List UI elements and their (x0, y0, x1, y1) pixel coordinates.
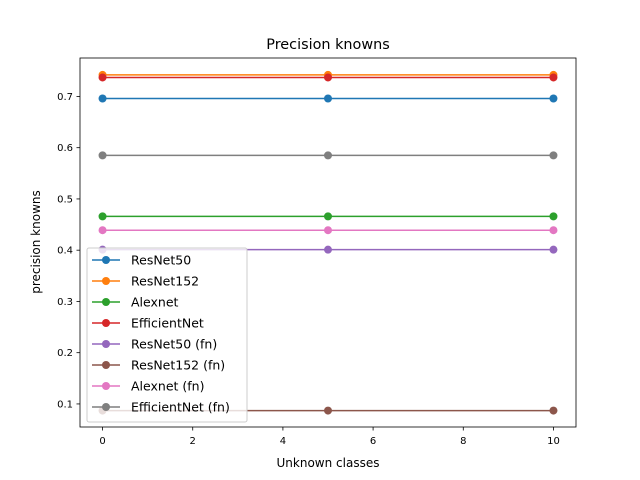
data-point (98, 73, 107, 82)
series-7 (98, 151, 558, 160)
legend-marker (102, 277, 110, 285)
legend-item: ResNet50 (92, 253, 191, 268)
legend-label: Alexnet (131, 295, 179, 310)
legend-label: ResNet152 (131, 274, 199, 289)
legend-label: EfficientNet (131, 316, 204, 331)
data-point (98, 226, 107, 235)
data-point (324, 94, 332, 103)
legend-item: EfficientNet (92, 316, 204, 331)
data-point (98, 151, 107, 160)
legend-item: Alexnet (fn) (92, 379, 204, 394)
plot-frame (79, 57, 577, 428)
data-point (549, 245, 558, 254)
y-tick-label: 0.4 (57, 246, 73, 257)
y-tick-label: 0.5 (57, 194, 73, 205)
data-point (549, 73, 558, 82)
y-tick-label: 0.2 (57, 348, 73, 359)
legend-item: ResNet50 (fn) (92, 337, 217, 352)
data-point (98, 94, 107, 103)
series-0 (98, 94, 558, 103)
x-tick-label: 4 (280, 436, 286, 447)
legend-box (86, 247, 248, 423)
data-point (324, 151, 332, 160)
legend-label: ResNet50 (fn) (131, 337, 217, 352)
legend-marker (102, 256, 110, 264)
y-axis-label: precision knowns (29, 190, 43, 294)
series-2 (98, 212, 558, 221)
y-tick-label: 0.7 (57, 92, 73, 103)
data-point (324, 406, 332, 415)
x-tick-label: 10 (547, 436, 560, 447)
legend-marker (102, 382, 110, 390)
legend-item: Alexnet (92, 295, 179, 310)
legend-item: ResNet152 (92, 274, 199, 289)
data-point (549, 226, 558, 235)
legend-marker (102, 319, 110, 327)
data-point (549, 94, 558, 103)
legend-label: Alexnet (fn) (131, 379, 204, 394)
series-3 (98, 73, 558, 82)
x-axis-label: Unknown classes (277, 456, 380, 470)
x-tick-label: 8 (460, 436, 466, 447)
y-tick-label: 0.1 (57, 399, 73, 410)
legend-label: EfficientNet (fn) (131, 400, 230, 415)
data-point (549, 406, 558, 415)
y-tick-label: 0.6 (57, 143, 73, 154)
data-point (324, 245, 332, 254)
legend-marker (102, 298, 110, 306)
data-point (549, 212, 558, 221)
data-point (324, 226, 332, 235)
legend-item: EfficientNet (fn) (92, 400, 230, 415)
data-point (549, 151, 558, 160)
legend-marker (102, 403, 110, 411)
legend-marker (102, 340, 110, 348)
legend-label: ResNet50 (131, 253, 191, 268)
chart-title: Precision knowns (266, 37, 389, 53)
x-tick-label: 6 (370, 436, 376, 447)
series-6 (98, 226, 558, 235)
legend-label: ResNet152 (fn) (131, 358, 225, 373)
x-tick-label: 2 (190, 436, 196, 447)
legend-marker (102, 361, 110, 369)
data-point (324, 212, 332, 221)
legend-item: ResNet152 (fn) (92, 358, 225, 373)
x-tick-label: 0 (99, 436, 105, 447)
data-point (98, 212, 107, 221)
data-point (324, 73, 332, 82)
axes-layer: 0 2 4 6 8 10 0.1 0.2 0.3 0.4 0.5 0.6 0.7 (57, 57, 577, 447)
legend: ResNet50 ResNet152 Alexnet EfficientNet ResN… (86, 247, 248, 423)
y-tick-label: 0.3 (57, 297, 73, 308)
